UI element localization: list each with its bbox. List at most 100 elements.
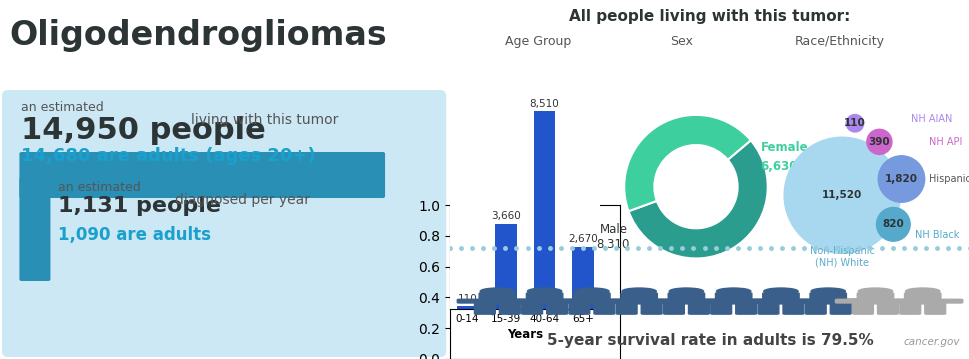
FancyBboxPatch shape (746, 299, 773, 303)
FancyBboxPatch shape (19, 152, 385, 198)
Text: an estimated: an estimated (21, 101, 104, 114)
FancyBboxPatch shape (877, 303, 897, 314)
FancyBboxPatch shape (857, 293, 892, 304)
Text: 8,510: 8,510 (529, 99, 559, 108)
FancyBboxPatch shape (762, 293, 798, 304)
FancyBboxPatch shape (551, 299, 578, 303)
Circle shape (621, 288, 656, 295)
FancyBboxPatch shape (693, 299, 720, 303)
FancyBboxPatch shape (758, 303, 778, 314)
FancyBboxPatch shape (710, 303, 731, 314)
Text: 1,131 people: 1,131 people (58, 196, 221, 216)
FancyBboxPatch shape (2, 90, 446, 357)
FancyBboxPatch shape (715, 293, 751, 304)
FancyBboxPatch shape (474, 303, 495, 314)
Text: 11,520: 11,520 (822, 190, 861, 200)
Bar (456, 306, 478, 309)
FancyBboxPatch shape (557, 299, 584, 303)
Text: NH AIAN: NH AIAN (910, 113, 952, 123)
Circle shape (480, 288, 514, 295)
FancyBboxPatch shape (651, 299, 678, 303)
Text: Age Group: Age Group (505, 35, 571, 48)
FancyBboxPatch shape (793, 299, 820, 303)
Bar (533, 111, 554, 309)
FancyBboxPatch shape (547, 303, 567, 314)
Circle shape (527, 288, 561, 295)
FancyBboxPatch shape (899, 303, 920, 314)
Text: Female: Female (760, 141, 807, 154)
FancyBboxPatch shape (668, 293, 703, 304)
FancyBboxPatch shape (569, 303, 589, 314)
Circle shape (845, 115, 862, 132)
FancyBboxPatch shape (521, 303, 542, 314)
Text: 1,820: 1,820 (884, 174, 917, 184)
FancyBboxPatch shape (615, 303, 637, 314)
FancyBboxPatch shape (840, 299, 867, 303)
Circle shape (858, 288, 891, 295)
Text: diagnosed per year: diagnosed per year (174, 193, 309, 207)
FancyBboxPatch shape (526, 293, 562, 304)
FancyBboxPatch shape (645, 299, 672, 303)
FancyBboxPatch shape (735, 303, 756, 314)
Text: 110: 110 (457, 294, 477, 304)
Circle shape (669, 288, 703, 295)
Text: Race/Ethnicity: Race/Ethnicity (795, 35, 884, 48)
FancyBboxPatch shape (19, 177, 50, 281)
Circle shape (810, 288, 845, 295)
FancyBboxPatch shape (935, 299, 962, 303)
Text: 6,630: 6,630 (760, 160, 797, 173)
Text: an estimated: an estimated (58, 181, 141, 194)
Circle shape (877, 156, 923, 202)
Text: All people living with this tumor:: All people living with this tumor: (569, 9, 850, 24)
Wedge shape (628, 140, 766, 258)
Text: living with this tumor: living with this tumor (191, 113, 338, 127)
FancyBboxPatch shape (740, 299, 767, 303)
FancyBboxPatch shape (834, 299, 861, 303)
Wedge shape (624, 115, 750, 211)
FancyBboxPatch shape (809, 293, 846, 304)
Text: 2,670: 2,670 (568, 234, 597, 244)
FancyBboxPatch shape (904, 293, 940, 304)
Text: 3,660: 3,660 (490, 211, 520, 221)
FancyBboxPatch shape (605, 299, 631, 303)
Text: 820: 820 (882, 219, 903, 229)
Text: 390: 390 (867, 137, 890, 147)
Text: Hispanic: Hispanic (928, 174, 969, 184)
FancyBboxPatch shape (888, 299, 915, 303)
FancyBboxPatch shape (663, 303, 683, 314)
FancyBboxPatch shape (788, 299, 814, 303)
FancyBboxPatch shape (456, 299, 484, 303)
Circle shape (574, 288, 609, 295)
X-axis label: Years: Years (507, 328, 543, 341)
Text: Sex: Sex (670, 35, 693, 48)
FancyBboxPatch shape (641, 303, 661, 314)
FancyBboxPatch shape (882, 299, 909, 303)
Text: 5-year survival rate in adults is 79.5%: 5-year survival rate in adults is 79.5% (547, 333, 872, 348)
Circle shape (716, 288, 750, 295)
FancyBboxPatch shape (499, 303, 519, 314)
FancyBboxPatch shape (504, 299, 531, 303)
FancyBboxPatch shape (923, 303, 945, 314)
Text: 14,950 people: 14,950 people (21, 116, 266, 145)
FancyBboxPatch shape (688, 303, 708, 314)
Text: Oligodendrogliomas: Oligodendrogliomas (10, 19, 387, 52)
FancyBboxPatch shape (699, 299, 726, 303)
Text: 110: 110 (843, 118, 865, 128)
FancyBboxPatch shape (593, 303, 614, 314)
Text: 1,090 are adults: 1,090 are adults (58, 226, 211, 244)
Circle shape (866, 129, 891, 154)
FancyBboxPatch shape (573, 293, 610, 304)
Circle shape (763, 288, 797, 295)
Text: 14,680 are adults (ages 20+): 14,680 are adults (ages 20+) (21, 147, 316, 165)
Text: cancer.gov: cancer.gov (902, 337, 958, 347)
Circle shape (905, 288, 939, 295)
Text: NH API: NH API (928, 137, 961, 147)
Bar (572, 247, 593, 309)
FancyBboxPatch shape (479, 293, 515, 304)
Text: Male
8,310: Male 8,310 (596, 223, 630, 251)
FancyBboxPatch shape (782, 303, 803, 314)
FancyBboxPatch shape (620, 293, 657, 304)
Text: Non-Hispanic
(NH) White: Non-Hispanic (NH) White (809, 246, 874, 267)
Text: NH Black: NH Black (915, 230, 958, 240)
FancyBboxPatch shape (852, 303, 872, 314)
